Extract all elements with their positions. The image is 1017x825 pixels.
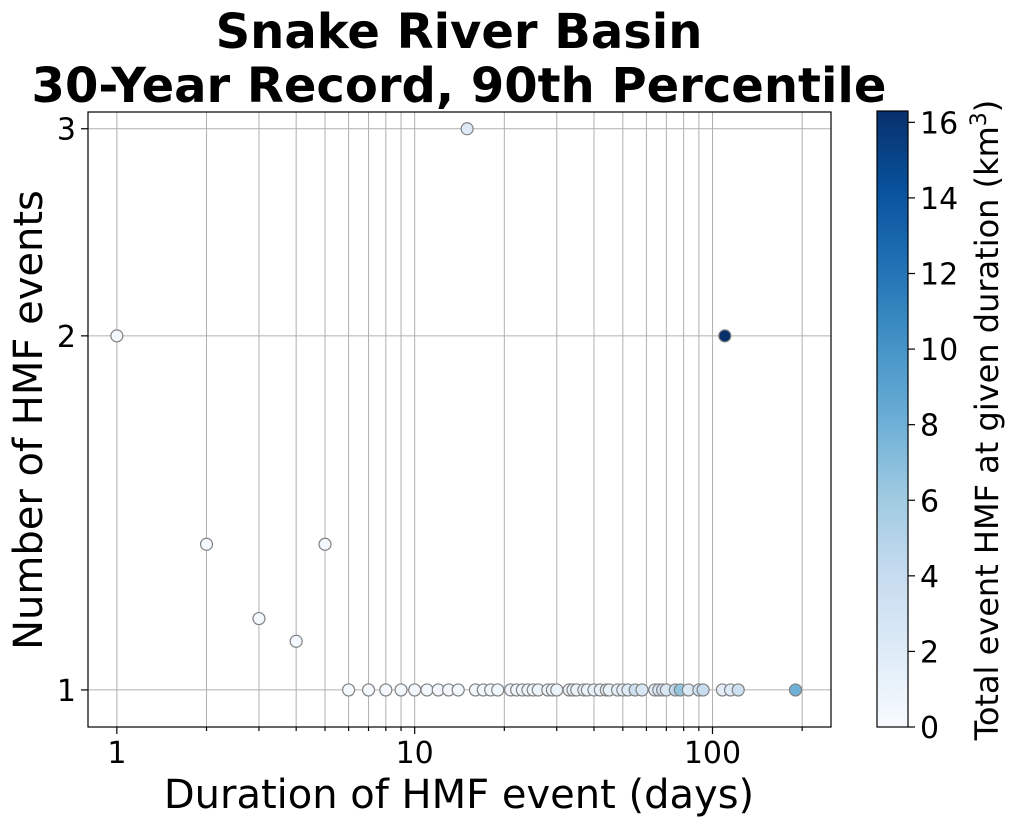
plot-frame [87,111,832,728]
x-axis-ticks: 1 10 100 [107,727,803,771]
colorbar-tick-label: 4 [920,560,939,595]
scatter-point [289,634,303,648]
colorbar-tick-label: 16 [920,106,958,141]
x-tick-label: 10 [396,736,434,771]
y-axis-label: Number of HMF events [6,190,52,650]
scatter-point [550,683,564,697]
scatter-point [451,683,465,697]
colorbar-tick-label: 6 [920,484,939,519]
colorbar-label-end: ) [968,100,1006,112]
y-axis-ticks: 1 2 3 [57,113,88,709]
scatter-point [379,683,393,697]
scatter-point [635,683,649,697]
scatter-point [788,683,803,697]
scatter-point [361,683,376,697]
colorbar-label: Total event HMF at given duration (km3) [967,100,1007,742]
colorbar-label-superscript: 3 [967,112,992,126]
x-tick-label: 1 [107,736,126,771]
colorbar-label-main: Total event HMF at given duration (km [968,126,1006,741]
scatter-point [394,683,408,697]
chart-title-line-1: Snake River Basin [216,4,703,60]
x-tick-label: 100 [684,736,741,771]
scatter-point [408,683,422,697]
scatter-point [342,683,356,697]
y-tick-label: 1 [57,674,76,709]
scatter-point [696,683,710,697]
scatter-point [491,683,505,697]
scatter-point [318,537,332,551]
grid-lines [88,112,831,727]
colorbar-tick-label: 8 [920,409,939,444]
colorbar-tick-label: 14 [920,182,958,217]
scatter-point [110,329,124,343]
colorbar [876,110,909,728]
y-tick-label: 3 [57,113,76,148]
scatter-point [460,122,474,136]
scatter-point [718,329,732,343]
y-tick-label: 2 [57,320,76,355]
scatter-point [252,611,266,626]
chart-title-line-2: 30-Year Record, 90th Percentile [32,58,887,114]
x-axis-label: Duration of HMF event (days) [164,772,754,818]
colorbar-ticks: 0 2 4 6 8 10 12 14 16 [908,106,958,746]
scatter-point [731,683,745,697]
colorbar-tick-label: 0 [920,711,939,746]
data-points [110,122,803,697]
scatter-point [199,537,214,551]
colorbar-tick-label: 10 [920,333,958,368]
colorbar-tick-label: 12 [920,258,958,293]
scatter-point [420,683,434,697]
colorbar-tick-label: 2 [920,635,939,670]
